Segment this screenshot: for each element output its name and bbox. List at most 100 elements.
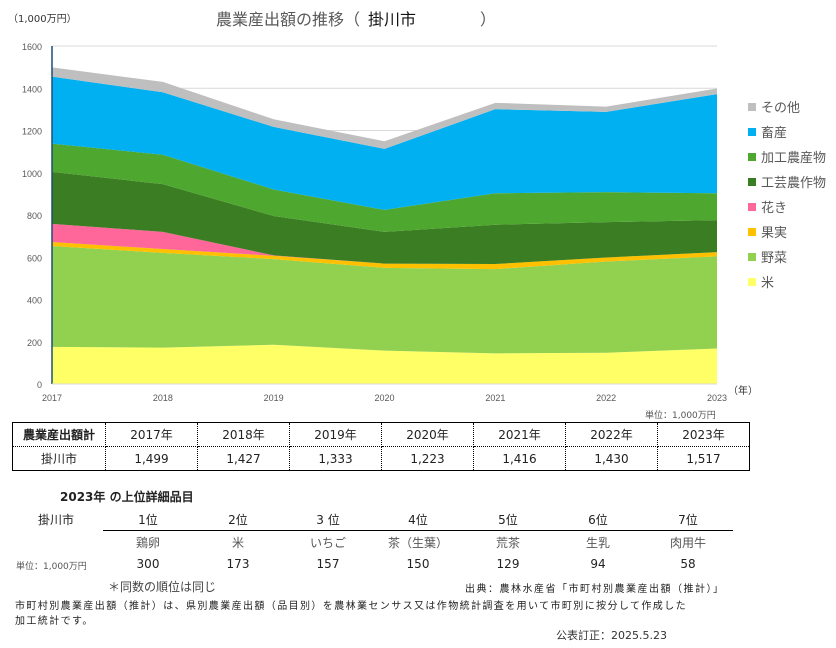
rank-label: 3 位 <box>316 513 340 527</box>
top-items-title: 2023年 の上位詳細品目 <box>60 490 194 504</box>
area-畜産 <box>52 76 717 210</box>
area-米 <box>52 344 717 384</box>
area-野菜 <box>52 246 717 354</box>
legend-item: その他 <box>748 94 826 119</box>
x-tick-label: 2019 <box>264 393 284 403</box>
rank-label: 1位 <box>138 513 158 527</box>
rank-item: 生乳 <box>585 536 610 550</box>
legend-swatch <box>748 227 756 236</box>
legend-swatch <box>748 102 756 111</box>
rank-item: 茶（生葉） <box>387 536 448 550</box>
rank-label: 4位 <box>408 513 428 527</box>
rank-divider <box>103 530 733 531</box>
legend-label: 野菜 <box>761 251 788 266</box>
rank-label: 5位 <box>498 513 518 527</box>
area-加工農産物 <box>52 143 717 232</box>
legend-item: 果実 <box>748 219 826 244</box>
legend-label: その他 <box>761 101 801 116</box>
rank-item: 鶏卵 <box>135 536 160 550</box>
source-note: 出典：農林水産省「市町村別農業産出額（推計）」 <box>465 584 725 595</box>
legend-item: 野菜 <box>748 244 826 269</box>
x-tick-label: 2018 <box>153 393 173 403</box>
x-tick-label: 2023 <box>707 393 727 403</box>
rank-value: 94 <box>590 557 606 571</box>
totals-value: 1,430 <box>565 446 658 471</box>
rank-item: 肉用牛 <box>669 536 706 550</box>
totals-year: 2023年 <box>657 422 750 447</box>
y-tick-label: 400 <box>27 296 42 306</box>
totals-value: 1,517 <box>657 446 750 471</box>
legend-item: 花き <box>748 194 826 219</box>
area-その他 <box>52 67 717 149</box>
totals-year: 2022年 <box>565 422 658 447</box>
area-chart: 0 200 400 600 800 1000 1200 1400 1600 2017 2018 201… <box>22 42 727 403</box>
totals-year: 2021年 <box>473 422 566 447</box>
rank-label: 6位 <box>588 513 608 527</box>
y-tick-label: 1200 <box>22 127 42 137</box>
rank-item: いちご <box>309 536 346 550</box>
totals-header: 農業産出額計 <box>12 422 106 447</box>
description-line-1: 市町村別農業産出額（推計）は、県別農業産出額（品目別）を農林業センサス又は作物統… <box>15 601 687 612</box>
totals-year: 2018年 <box>197 422 290 447</box>
y-tick-label: 1400 <box>22 84 42 94</box>
rank-value: 129 <box>496 557 520 571</box>
y-tick-label: 200 <box>27 338 42 348</box>
legend-label: 加工農産物 <box>761 151 827 166</box>
totals-row: 掛川市 1,499 1,427 1,333 1,223 1,416 1,430 1,517 <box>12 446 750 471</box>
revision-date: 公表訂正：2025.5.23 <box>556 629 667 642</box>
totals-value: 1,416 <box>473 446 566 471</box>
area-果実 <box>52 242 717 270</box>
y-axis-label: （1,000万円） <box>8 14 77 25</box>
rank-value: 150 <box>406 557 430 571</box>
totals-table: 農業産出額計 2017年 2018年 2019年 2020年 2021年 2022年 2023… <box>12 422 750 471</box>
legend: その他畜産加工農産物工芸農作物花き果実野菜米 <box>748 94 826 294</box>
rank-item: 米 <box>231 536 244 550</box>
legend-swatch <box>748 152 756 161</box>
legend-swatch <box>748 202 756 211</box>
legend-label: 畜産 <box>761 126 788 141</box>
legend-item: 加工農産物 <box>748 144 826 169</box>
same-rank-note: ＊同数の順位は同じ <box>108 580 217 594</box>
totals-value: 1,427 <box>197 446 290 471</box>
legend-item: 米 <box>748 269 826 294</box>
totals-year: 2020年 <box>381 422 474 447</box>
legend-label: 果実 <box>761 226 788 241</box>
chart-title: 農業産出額の推移（ 掛川市 ） <box>216 6 496 30</box>
top-items-city: 掛川市 <box>38 513 75 527</box>
title-suffix: ） <box>480 10 497 29</box>
totals-header-row: 農業産出額計 2017年 2018年 2019年 2020年 2021年 2022年 2023… <box>12 422 750 447</box>
rank-item: 荒茶 <box>495 536 520 550</box>
y-tick-label: 1000 <box>22 169 42 179</box>
x-tick-label: 2017 <box>42 393 62 403</box>
totals-value: 1,223 <box>381 446 474 471</box>
x-tick-label: 2020 <box>374 393 394 403</box>
totals-value: 1,333 <box>289 446 382 471</box>
title-city: 掛川市 <box>368 10 417 29</box>
description-line-2: 加工統計です。 <box>15 616 94 627</box>
x-tick-label: 2021 <box>485 393 505 403</box>
legend-item: 畜産 <box>748 119 826 144</box>
legend-swatch <box>748 127 756 136</box>
legend-swatch <box>748 277 756 286</box>
y-tick-label: 1600 <box>22 42 42 52</box>
x-tick-label: 2022 <box>596 393 616 403</box>
area-花き <box>52 223 717 265</box>
top-items-unit: 単位：1,000万円 <box>16 562 87 572</box>
x-axis-label: （年） <box>728 386 758 397</box>
totals-value: 1,499 <box>105 446 198 471</box>
rank-label: 7位 <box>678 513 698 527</box>
title-prefix: 農業産出額の推移（ <box>216 10 361 29</box>
legend-swatch <box>748 252 756 261</box>
rank-value: 300 <box>136 557 160 571</box>
totals-year: 2019年 <box>289 422 382 447</box>
y-tick-label: 0 <box>37 380 42 390</box>
legend-item: 工芸農作物 <box>748 169 826 194</box>
legend-label: 米 <box>761 276 775 291</box>
area-工芸農作物 <box>52 171 717 265</box>
totals-year: 2017年 <box>105 422 198 447</box>
legend-label: 花き <box>761 201 788 216</box>
rank-value: 173 <box>226 557 250 571</box>
y-tick-label: 800 <box>27 211 42 221</box>
y-tick-label: 600 <box>27 253 42 263</box>
totals-city: 掛川市 <box>12 446 106 471</box>
